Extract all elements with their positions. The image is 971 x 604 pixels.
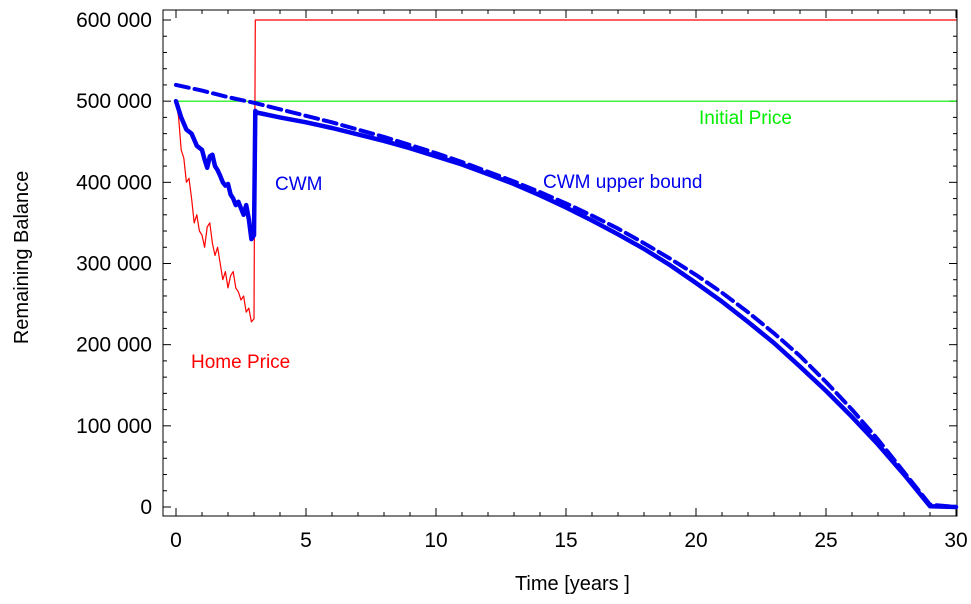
annotation-cwm: CWM [275, 174, 322, 195]
x-tick-label: 25 [814, 529, 837, 552]
x-tick-label: 10 [424, 529, 447, 552]
y-tick-label: 500 000 [76, 90, 152, 113]
x-tick-label: 20 [684, 529, 707, 552]
y-tick-label: 300 000 [76, 253, 152, 276]
y-tick-label: 200 000 [76, 334, 152, 357]
y-tick-label: 400 000 [76, 171, 152, 194]
series-layer [173, 19, 959, 510]
y-tick-label: 100 000 [76, 415, 152, 438]
tick-marks [163, 10, 957, 516]
plot-frame [162, 9, 958, 517]
x-tick-label: 15 [554, 529, 577, 552]
y-tick-label: 600 000 [76, 9, 152, 32]
y-tick-label: 0 [140, 496, 152, 519]
x-tick-labels: 0 5 10 15 20 25 30 [170, 529, 968, 552]
annotation-cwm-upper-bound: CWM upper bound [543, 172, 702, 193]
x-tick-label: 0 [170, 529, 182, 552]
x-tick-label: 5 [300, 529, 312, 552]
x-axis-title: Time [years ] [488, 573, 647, 595]
series-cwm-line [173, 98, 959, 510]
x-tick-label: 30 [944, 529, 967, 552]
annotation-home-price: Home Price [191, 352, 290, 373]
annotation-initial-price: Initial Price [699, 108, 792, 129]
series-cwm-upper-bound-line [174, 82, 958, 509]
y-axis-title: Remaining Balance [11, 154, 33, 372]
y-tick-labels: 0 100 000 200 000 300 000 400 000 500 000 600 … [76, 9, 152, 519]
series-home-price-line [175, 19, 957, 323]
